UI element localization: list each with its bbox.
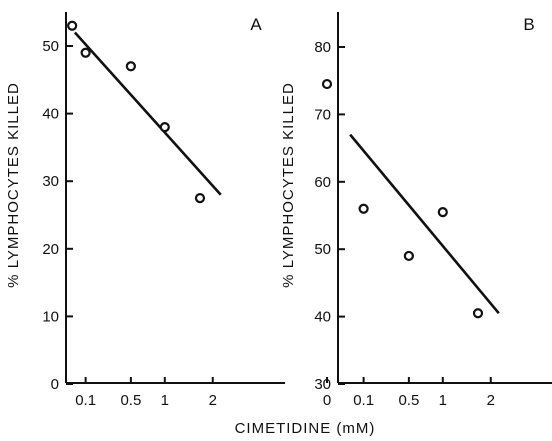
regression-line [349,133,500,315]
panel-label: B [523,15,534,34]
x-tick-label: 0 [323,392,331,409]
x-tick-label: 1 [161,392,169,409]
data-point [80,47,91,58]
data-point [67,20,78,31]
y-tick-label: 10 [42,308,59,325]
panel-b: 30 40 50 60 70 80 0 0.1 0.5 1 2 % LYMPHOCYTES KILLE… [280,12,552,409]
data-point [472,308,484,319]
x-tick-label: 2 [209,392,217,409]
x-tick-label: 0.1 [353,392,374,409]
data-point [358,203,369,214]
data-point [403,250,414,262]
y-tick-label: 0 [51,376,59,393]
y-tick-label: 40 [42,106,59,123]
data-point [321,78,333,90]
y-tick-label: 30 [42,173,59,190]
y-tick-label: 70 [314,106,331,123]
x-tick-label: 0.5 [120,392,141,409]
data-point [159,122,170,133]
y-tick-label: 50 [42,38,59,55]
data-point [437,207,448,218]
x-axis-title: CIMETIDINE (mM) [235,420,376,437]
y-tick-label: 60 [314,174,331,191]
x-tick-label: 1 [439,392,447,409]
x-tick-label: 0.5 [398,392,419,409]
panel-label: A [250,15,262,34]
y-tick-label: 80 [314,39,331,56]
x-tick-label: 2 [487,392,495,409]
y-tick-label: 50 [314,241,331,258]
y-tick-label: 40 [314,309,331,326]
y-axis-title: % LYMPHOCYTES KILLED [280,82,297,288]
y-tick-label: 30 [314,376,331,393]
regression-line [73,31,222,196]
data-point [125,61,136,72]
data-point [194,193,206,204]
x-tick-label: 0.1 [75,392,96,409]
y-axis-title: % LYMPHOCYTES KILLED [5,82,22,288]
panel-a: 0 10 20 30 40 50 0.1 0.5 1 2 % LYMPHOCYTES KILLED A [5,12,285,409]
y-tick-label: 20 [42,241,59,258]
